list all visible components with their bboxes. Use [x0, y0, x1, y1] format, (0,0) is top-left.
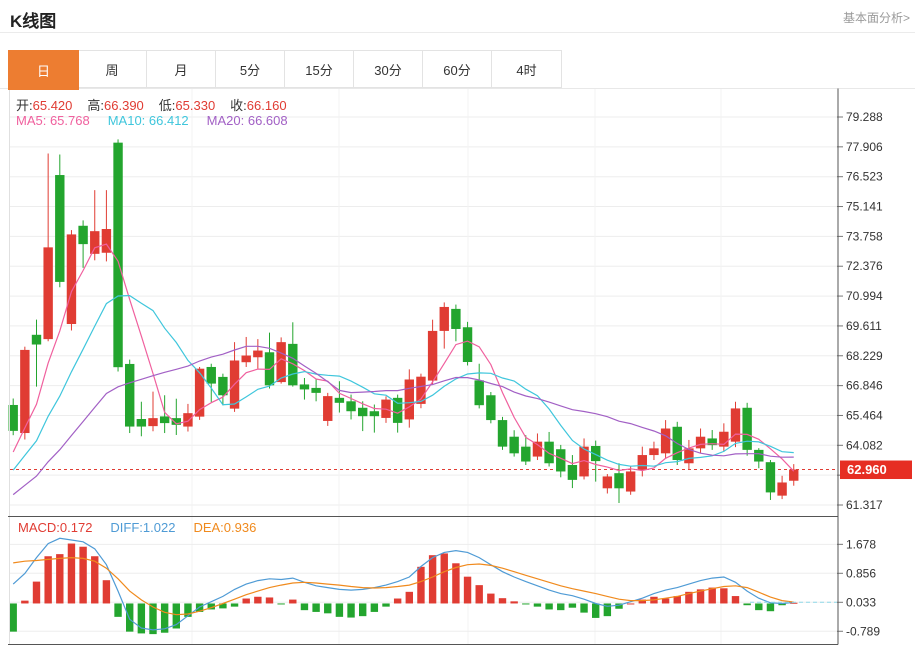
macd-axis-labels: 1.678 0.856 0.033 -0.789: [837, 537, 880, 638]
macd-label: MACD:0.172: [18, 520, 93, 535]
tab-5分[interactable]: 5分: [216, 51, 285, 87]
candles-layer: [8, 139, 799, 503]
svg-text:64.082: 64.082: [846, 438, 883, 452]
svg-text:65.464: 65.464: [846, 408, 883, 422]
svg-text:66.846: 66.846: [846, 379, 883, 393]
svg-text:73.758: 73.758: [846, 229, 883, 243]
svg-text:70.994: 70.994: [846, 289, 883, 303]
svg-text:68.229: 68.229: [846, 349, 883, 363]
macd-label: DEA:0.936: [193, 520, 257, 535]
ma-row: MA5: 65.768 MA10: 66.412 MA20: 66.608: [16, 113, 288, 128]
svg-text:1.678: 1.678: [846, 537, 876, 551]
macd-row: MACD:0.172 DIFF:1.022 DEA:0.936: [18, 520, 256, 535]
svg-text:-0.789: -0.789: [846, 624, 880, 638]
svg-text:77.906: 77.906: [846, 140, 883, 154]
svg-text:0.033: 0.033: [846, 595, 876, 609]
ohlc-item: 开:65.420: [16, 98, 73, 113]
current-price-badge: 62.960: [840, 460, 912, 480]
tab-60分[interactable]: 60分: [423, 51, 492, 87]
macd-label: DIFF:1.022: [110, 520, 176, 535]
svg-text:79.288: 79.288: [846, 110, 883, 124]
tab-30分[interactable]: 30分: [354, 51, 423, 87]
ma-label: MA10: 66.412: [107, 113, 189, 128]
ohlc-item: 低:65.330: [158, 98, 216, 113]
header-divider: [0, 32, 915, 33]
ma5-line: [12, 243, 795, 472]
ma-label: MA5: 65.768: [16, 113, 90, 128]
svg-text:72.376: 72.376: [846, 259, 883, 273]
tab-月[interactable]: 月: [147, 51, 216, 87]
ohlc-row: 开:65.420 高:66.390 低:65.330 收:66.160: [16, 95, 287, 114]
ma-label: MA20: 66.608: [206, 113, 288, 128]
ohlc-item: 高:66.390: [87, 98, 144, 113]
ma10-line: [12, 294, 794, 471]
price-gridlines: [10, 116, 837, 506]
svg-text:62.960: 62.960: [847, 462, 887, 477]
diff-line: [12, 537, 794, 631]
chart-borders: [0, 88, 915, 645]
vertical-gridlines: [191, 89, 722, 644]
ohlc-item: 收:66.160: [230, 98, 287, 113]
price-axis-labels: 79.288 77.906 76.523 75.141 73.758 72.376 70.9…: [837, 110, 883, 512]
page-title: K线图: [10, 12, 57, 31]
svg-text:76.523: 76.523: [846, 170, 883, 184]
tab-日[interactable]: 日: [8, 50, 79, 90]
macd-histogram: [9, 543, 798, 635]
svg-text:61.317: 61.317: [846, 498, 883, 512]
tab-周[interactable]: 周: [78, 51, 147, 87]
tab-15分[interactable]: 15分: [285, 51, 354, 87]
svg-text:0.856: 0.856: [846, 566, 876, 580]
svg-text:69.611: 69.611: [846, 319, 882, 333]
fundamental-analysis-link[interactable]: 基本面分析>: [842, 11, 910, 25]
tab-bar: 日周月 5分 15分 30分 60分 4时: [8, 50, 562, 90]
dea-line: [13, 556, 794, 616]
tab-4时[interactable]: 4时: [516, 62, 537, 78]
ma20-line: [12, 345, 794, 496]
svg-text:75.141: 75.141: [846, 200, 883, 214]
